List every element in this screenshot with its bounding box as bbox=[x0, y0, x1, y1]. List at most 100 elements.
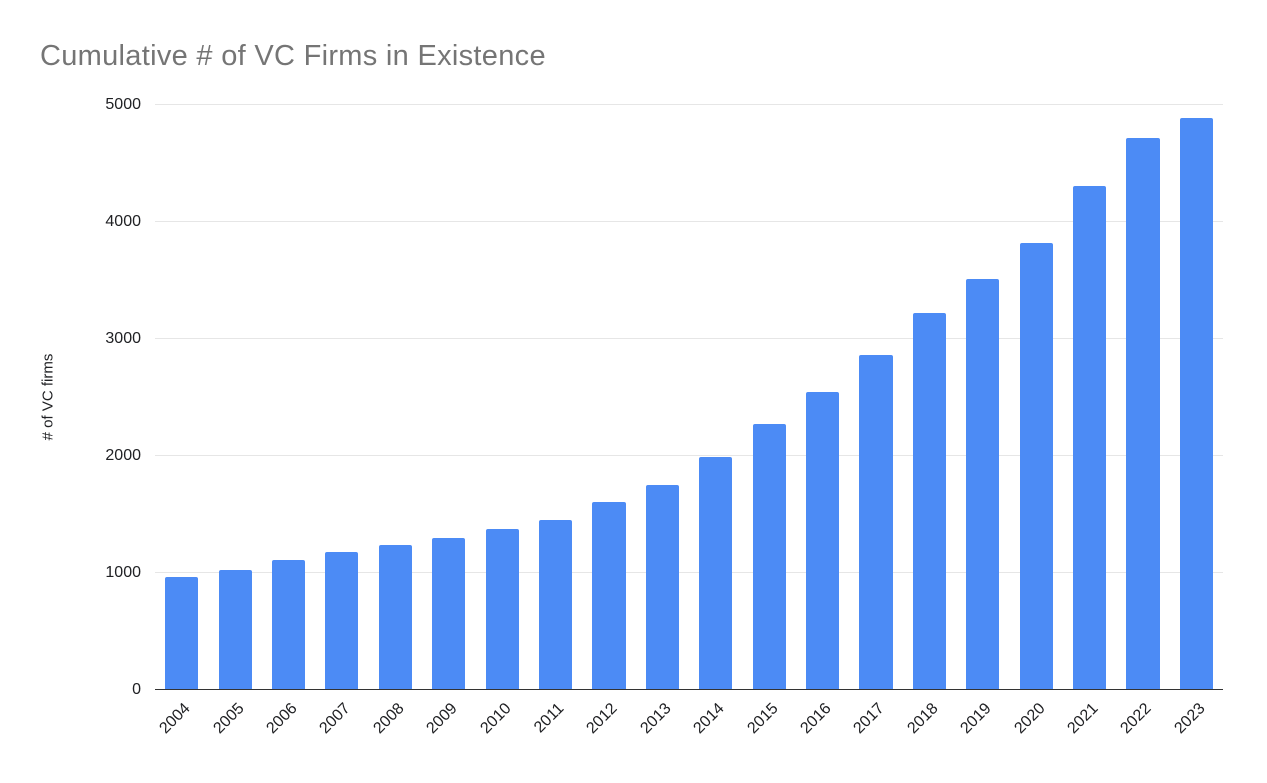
x-tick-label: 2005 bbox=[209, 700, 248, 738]
x-tick-label: 2015 bbox=[744, 700, 782, 738]
plot-area: 0 1000 2000 3000 4000 5000 2004 2005 2006 2007 20… bbox=[105, 96, 1223, 737]
x-tick-label: 2006 bbox=[263, 700, 301, 738]
bar-2020 bbox=[1019, 243, 1053, 690]
bar-slot bbox=[742, 105, 795, 690]
x-tick-label: 2022 bbox=[1117, 700, 1156, 738]
x-tick-label: 2011 bbox=[531, 700, 568, 737]
x-tick-label: 2021 bbox=[1064, 700, 1102, 738]
bar-slot bbox=[529, 105, 582, 690]
x-tick-label: 2012 bbox=[583, 700, 621, 738]
x-tick-label: 2018 bbox=[904, 700, 942, 738]
gridline bbox=[155, 104, 1223, 105]
x-tick-slot: 2009 bbox=[422, 690, 475, 760]
bar-slot bbox=[262, 105, 315, 690]
bar-slot bbox=[849, 105, 902, 690]
bar-2005 bbox=[218, 569, 252, 690]
bar-2010 bbox=[485, 528, 519, 690]
x-tick-label: 2016 bbox=[797, 700, 835, 738]
bar-2023 bbox=[1179, 117, 1213, 690]
bar-2018 bbox=[912, 313, 946, 690]
x-tick-slot: 2023 bbox=[1170, 690, 1223, 760]
chart-title: Cumulative # of VC Firms in Existence bbox=[40, 40, 546, 72]
bar-slot bbox=[582, 105, 635, 690]
x-tick-label: 2014 bbox=[690, 700, 728, 738]
x-tick-slot: 2010 bbox=[475, 690, 528, 760]
bar-slot bbox=[903, 105, 956, 690]
y-tick-label: 0 bbox=[132, 681, 141, 698]
bar-2014 bbox=[699, 457, 733, 690]
x-tick-label: 2004 bbox=[156, 700, 194, 738]
x-tick-slot: 2008 bbox=[369, 690, 422, 760]
x-tick-slot: 2005 bbox=[208, 690, 261, 760]
bar-slot bbox=[636, 105, 689, 690]
bar-2011 bbox=[538, 520, 573, 690]
x-tick-slot: 2014 bbox=[689, 690, 742, 760]
bar-2009 bbox=[432, 537, 466, 690]
bar-2004 bbox=[165, 576, 199, 690]
bar-slot bbox=[1010, 105, 1063, 690]
bar-slot bbox=[796, 105, 849, 690]
y-tick-label: 5000 bbox=[105, 96, 141, 113]
bar-2007 bbox=[325, 551, 359, 690]
y-tick-label: 3000 bbox=[105, 330, 141, 347]
bar-2019 bbox=[966, 279, 1000, 690]
bar-slot bbox=[475, 105, 528, 690]
x-tick-label: 2008 bbox=[370, 700, 408, 738]
bar-2008 bbox=[378, 544, 412, 690]
x-tick-slot: 2016 bbox=[796, 690, 849, 760]
bar-2012 bbox=[592, 501, 626, 690]
x-tick-slot: 2021 bbox=[1063, 690, 1116, 760]
x-tick-label: 2019 bbox=[957, 700, 995, 738]
x-tick-label: 2023 bbox=[1171, 700, 1209, 738]
x-tick-slot: 2013 bbox=[636, 690, 689, 760]
x-tick-label: 2020 bbox=[1011, 700, 1049, 738]
x-tick-label: 2007 bbox=[316, 700, 354, 738]
bar-slot bbox=[1116, 105, 1169, 690]
y-axis-tick-labels: 0 1000 2000 3000 4000 5000 bbox=[105, 96, 1223, 698]
bar-slot bbox=[1170, 105, 1223, 690]
bar-slot bbox=[1063, 105, 1116, 690]
x-tick-slot: 2012 bbox=[582, 690, 635, 760]
x-tick-slot: 2019 bbox=[956, 690, 1009, 760]
x-tick-slot: 2011 bbox=[529, 690, 582, 760]
x-tick-slot: 2007 bbox=[315, 690, 368, 760]
bar-slot bbox=[956, 105, 1009, 690]
bar-2006 bbox=[271, 560, 306, 690]
gridline bbox=[155, 572, 1223, 573]
y-tick-label: 2000 bbox=[105, 447, 141, 464]
gridline bbox=[155, 338, 1223, 339]
y-tick-label: 1000 bbox=[105, 564, 141, 581]
x-tick-slot: 2020 bbox=[1010, 690, 1063, 760]
x-tick-slot: 2004 bbox=[155, 690, 208, 760]
y-axis-title: # of VC firms bbox=[39, 353, 57, 441]
bar-slot bbox=[689, 105, 742, 690]
bar-slot bbox=[422, 105, 475, 690]
bar-2015 bbox=[752, 424, 786, 690]
gridline bbox=[155, 221, 1223, 222]
bar-2021 bbox=[1073, 185, 1107, 690]
x-tick-slot: 2015 bbox=[742, 690, 795, 760]
gridline bbox=[155, 455, 1223, 456]
bar-2022 bbox=[1126, 137, 1160, 690]
bar-slot bbox=[208, 105, 261, 690]
x-tick-label: 2010 bbox=[476, 700, 515, 738]
bar-2017 bbox=[859, 355, 893, 690]
x-tick-slot: 2006 bbox=[262, 690, 315, 760]
bar-slot bbox=[315, 105, 368, 690]
bar-series bbox=[155, 105, 1223, 690]
bar-2013 bbox=[645, 485, 679, 690]
x-tick-slot: 2018 bbox=[903, 690, 956, 760]
x-axis-tick-labels: 2004 2005 2006 2007 2008 2009 2010 2011 2012 2013… bbox=[155, 690, 1223, 760]
x-tick-label: 2009 bbox=[423, 700, 461, 738]
bar-slot bbox=[155, 105, 208, 690]
x-axis-line bbox=[155, 689, 1223, 690]
x-tick-label: 2017 bbox=[850, 700, 889, 738]
x-tick-label: 2013 bbox=[637, 700, 675, 738]
gridlines bbox=[155, 104, 1223, 690]
bar-2016 bbox=[806, 391, 840, 690]
y-tick-label: 4000 bbox=[105, 213, 141, 230]
bar-slot bbox=[369, 105, 422, 690]
x-tick-slot: 2017 bbox=[849, 690, 902, 760]
x-tick-slot: 2022 bbox=[1116, 690, 1169, 760]
